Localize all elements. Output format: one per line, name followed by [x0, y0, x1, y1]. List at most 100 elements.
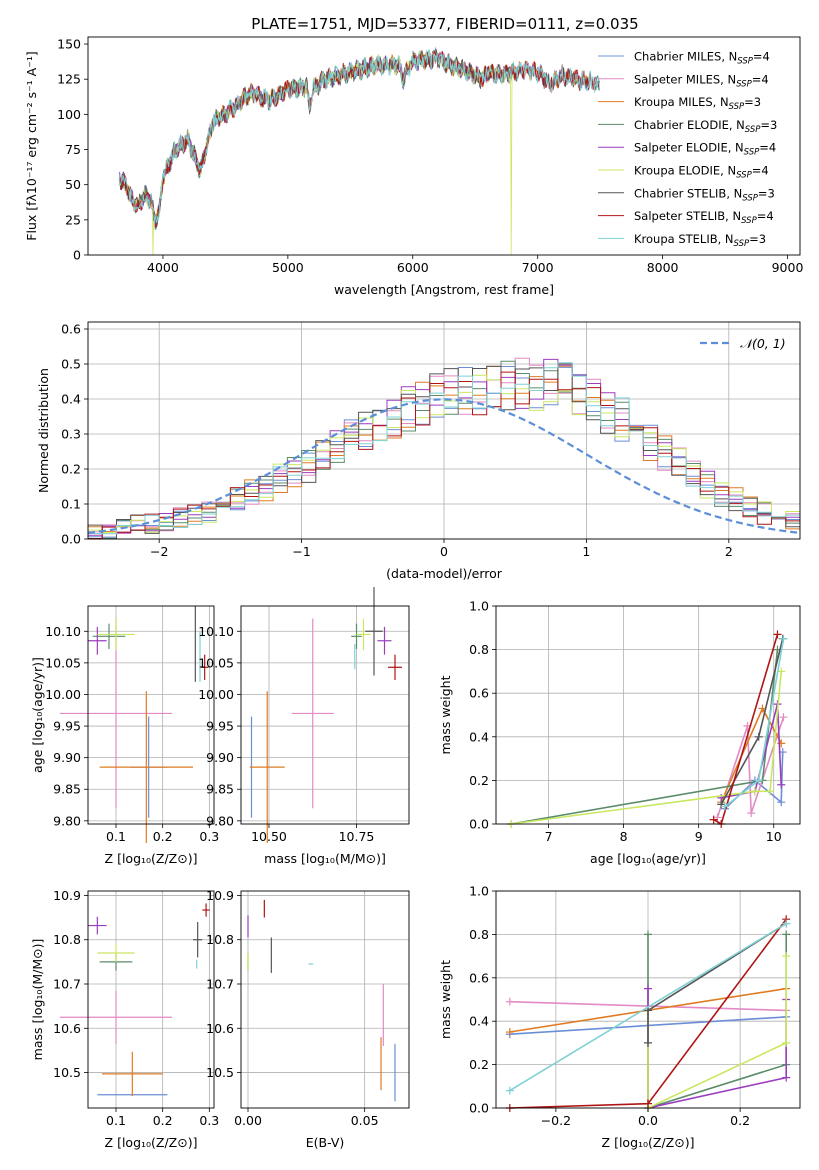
legend-subscript: SSP	[736, 171, 752, 181]
data-point-6	[97, 618, 135, 651]
x-tick-label: 0.2	[153, 1113, 173, 1128]
plot-area	[87, 357, 801, 540]
chart-panel-6: 0.1 0.2 0.3 10.5 10.6 10.7 10.8 10.9 Z [log₁₀(Z/…	[30, 888, 219, 1150]
x-tick-label: 2	[725, 544, 733, 559]
legend-entry: Chabrier ELODIE, NSSP=3	[634, 118, 777, 135]
x-axis-label: Z [log₁₀(Z/Z⊙)]	[602, 1135, 695, 1150]
x-tick-label: 0.00	[234, 1113, 262, 1128]
legend-count: =3	[744, 95, 761, 109]
y-tick-label: 0.0	[469, 817, 489, 832]
chart-panel-4: 10.50 10.75 9.80 9.85 9.90 9.95 10.00 10.05 10.1…	[198, 587, 410, 866]
y-tick-label: 10.9	[206, 888, 234, 903]
y-tick-label: 9.90	[53, 750, 81, 765]
x-tick-label: 9000	[772, 260, 804, 275]
series-line-5	[721, 703, 782, 799]
y-tick-label: 0.4	[61, 392, 81, 407]
normal-curve	[87, 398, 801, 534]
data-point-5	[88, 916, 107, 935]
x-tick-label: 0.0	[638, 1113, 658, 1128]
x-tick-label: 10.50	[251, 829, 287, 844]
series-line-6	[510, 671, 782, 825]
y-tick-label: 0.5	[61, 357, 81, 372]
chart-panel-5: 7 8 9 10 0.0 0.2 0.4 0.6 0.8 1.0 age [log₁₀(age/yr…	[438, 599, 801, 866]
legend-count: =4	[759, 141, 776, 155]
y-tick-label: 10.5	[53, 1065, 81, 1080]
data-point-8	[202, 903, 210, 917]
legend-label: Salpeter STELIB, N	[634, 209, 741, 223]
series-marker	[773, 630, 782, 639]
legend-subscript: SSP	[745, 125, 761, 135]
x-tick-label: 0.1	[106, 1113, 126, 1128]
axes-frame	[87, 605, 215, 825]
legend-count: =4	[757, 209, 774, 223]
series-line-6	[647, 956, 787, 1110]
y-tick-label: 10.05	[198, 655, 234, 670]
series-marker	[750, 787, 759, 796]
y-tick-label: 10.10	[45, 624, 81, 639]
data-point-2	[60, 990, 172, 1044]
y-tick-label: 10.5	[206, 1065, 234, 1080]
y-tick-label: 50	[65, 177, 81, 192]
axes-frame	[495, 890, 801, 1109]
axes-frame	[87, 321, 801, 540]
y-tick-label: 0.2	[61, 462, 81, 477]
series-marker	[505, 997, 514, 1006]
x-tick-label: 0.3	[199, 1113, 219, 1128]
chart-panel-1: 4000 5000 6000 7000 8000 9000 0 25 50 75 100 125 150…	[24, 37, 803, 297]
series-marker	[777, 780, 786, 789]
y-tick-label: 0	[73, 248, 81, 263]
y-tick-label: 0.6	[61, 322, 81, 337]
data-point-3	[99, 691, 193, 843]
data-point-7	[365, 587, 383, 676]
legend-entry: Salpeter ELODIE, NSSP=4	[634, 141, 776, 158]
legend-entry: Chabrier STELIB, NSSP=3	[634, 186, 775, 203]
y-tick-label: 10.8	[53, 932, 81, 947]
data-point-8	[200, 654, 209, 680]
legend-entry: Kroupa ELODIE, NSSP=4	[634, 164, 769, 181]
y-tick-label: 9.80	[53, 813, 81, 828]
y-tick-label: 10.7	[53, 977, 81, 992]
series-marker	[720, 802, 729, 811]
x-tick-label: 5000	[272, 260, 304, 275]
y-tick-label: 0.2	[469, 1057, 489, 1072]
plot-area	[249, 587, 402, 843]
y-axis-label: mass weight	[438, 960, 453, 1039]
x-tick-label: −1	[292, 544, 310, 559]
legend-entry: Salpeter STELIB, NSSP=4	[634, 209, 774, 226]
legend-count: =3	[758, 186, 775, 200]
data-point-3	[249, 691, 285, 843]
legend-subscript: SSP	[736, 79, 752, 89]
y-axis-label: age [log₁₀(age/yr)]	[30, 657, 45, 773]
data-point-6	[356, 618, 371, 651]
figure-title: PLATE=1751, MJD=53377, FIBERID=0111, z=0…	[251, 15, 638, 33]
y-tick-label: 9.85	[53, 782, 81, 797]
y-tick-label: 10.7	[206, 977, 234, 992]
plot-area	[247, 899, 396, 1102]
legend-label: Kroupa ELODIE, N	[634, 164, 736, 178]
y-tick-label: 0.1	[61, 497, 81, 512]
x-tick-label: 1	[582, 544, 590, 559]
series-marker	[782, 1038, 791, 1047]
series-marker	[644, 1038, 652, 1047]
chart-panel-2: −2 −1 0 1 2 0.0 0.1 0.2 0.3 0.4 0.5 0.6 (data-model)…	[36, 321, 801, 581]
series-marker	[754, 776, 763, 785]
legend-subscript: SSP	[734, 239, 750, 249]
data-point-5	[377, 626, 392, 655]
y-tick-label: 9.95	[53, 719, 81, 734]
x-tick-label: 0.2	[730, 1113, 750, 1128]
x-axis-label: age [log₁₀(age/yr)]	[590, 851, 706, 866]
y-tick-label: 0.2	[469, 773, 489, 788]
y-tick-label: 9.80	[206, 813, 234, 828]
data-point-2	[291, 618, 334, 809]
legend-label: Chabrier ELODIE, N	[634, 118, 745, 132]
legend-subscript: SSP	[729, 102, 745, 112]
data-point-6	[97, 944, 135, 962]
y-tick-label: 1.0	[469, 884, 489, 899]
histogram-8	[87, 371, 800, 539]
legend-entry: Kroupa STELIB, NSSP=3	[634, 232, 766, 249]
x-tick-label: 7	[545, 829, 553, 844]
legend-entry: 𝒩(0, 1)	[740, 336, 786, 351]
legend-count: =3	[749, 232, 766, 246]
plot-area	[118, 46, 600, 256]
